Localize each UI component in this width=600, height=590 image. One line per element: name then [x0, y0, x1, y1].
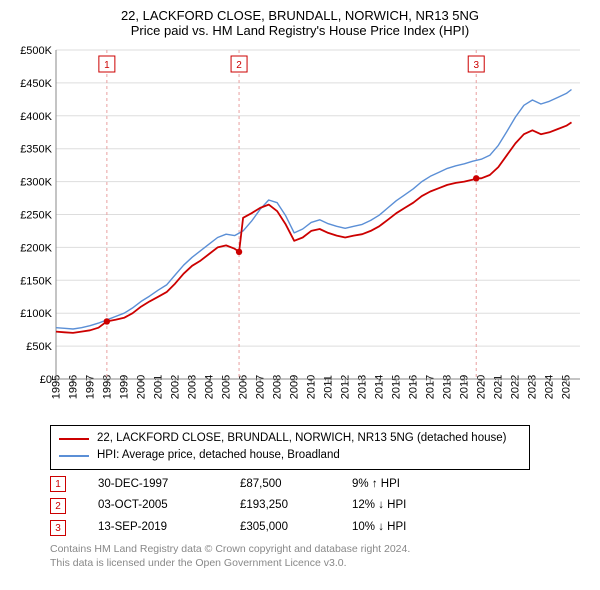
marker-price-1: £87,500: [240, 474, 320, 496]
marker-date-1: 30-DEC-1997: [98, 474, 208, 496]
marker-price-2: £193,250: [240, 495, 320, 517]
svg-text:£450K: £450K: [20, 78, 52, 90]
svg-text:1998: 1998: [101, 375, 113, 399]
attribution-line1: Contains HM Land Registry data © Crown c…: [50, 543, 590, 557]
svg-text:2006: 2006: [237, 375, 249, 399]
svg-text:1999: 1999: [118, 375, 130, 399]
svg-text:2009: 2009: [288, 375, 300, 399]
svg-text:2024: 2024: [544, 375, 556, 399]
title-address: 22, LACKFORD CLOSE, BRUNDALL, NORWICH, N…: [10, 8, 590, 23]
svg-text:2013: 2013: [357, 375, 369, 399]
svg-text:2023: 2023: [527, 375, 539, 399]
legend-row-hpi: HPI: Average price, detached house, Broa…: [59, 447, 521, 464]
svg-text:£50K: £50K: [26, 341, 52, 353]
svg-text:2003: 2003: [186, 375, 198, 399]
svg-text:2002: 2002: [169, 375, 181, 399]
marker-row-1: 1 30-DEC-1997 £87,500 9% ↑ HPI: [50, 474, 590, 496]
marker-badge-3: 3: [50, 520, 66, 536]
marker-date-2: 03-OCT-2005: [98, 495, 208, 517]
svg-text:2004: 2004: [203, 375, 215, 399]
marker-row-3: 3 13-SEP-2019 £305,000 10% ↓ HPI: [50, 517, 590, 539]
legend-label-hpi: HPI: Average price, detached house, Broa…: [97, 447, 340, 464]
svg-text:£500K: £500K: [20, 45, 52, 57]
svg-text:£250K: £250K: [20, 210, 52, 222]
svg-text:2015: 2015: [391, 375, 403, 399]
svg-text:2019: 2019: [459, 375, 471, 399]
title-subtitle: Price paid vs. HM Land Registry's House …: [10, 23, 590, 38]
svg-text:2014: 2014: [374, 375, 386, 399]
marker-pct-2: 12% ↓ HPI: [352, 495, 452, 517]
svg-text:1: 1: [104, 60, 110, 71]
legend-label-price-paid: 22, LACKFORD CLOSE, BRUNDALL, NORWICH, N…: [97, 430, 506, 447]
marker-pct-3: 10% ↓ HPI: [352, 517, 452, 539]
legend: 22, LACKFORD CLOSE, BRUNDALL, NORWICH, N…: [50, 425, 530, 470]
marker-table: 1 30-DEC-1997 £87,500 9% ↑ HPI 2 03-OCT-…: [50, 474, 590, 540]
svg-text:2010: 2010: [305, 375, 317, 399]
marker-price-3: £305,000: [240, 517, 320, 539]
svg-text:2016: 2016: [408, 375, 420, 399]
svg-text:3: 3: [473, 60, 479, 71]
svg-text:2012: 2012: [340, 375, 352, 399]
attribution-line2: This data is licensed under the Open Gov…: [50, 557, 590, 571]
svg-text:2005: 2005: [220, 375, 232, 399]
svg-text:2022: 2022: [510, 375, 522, 399]
legend-row-price-paid: 22, LACKFORD CLOSE, BRUNDALL, NORWICH, N…: [59, 430, 521, 447]
chart-svg: £0£50K£100K£150K£200K£250K£300K£350K£400…: [10, 44, 590, 419]
svg-text:2025: 2025: [561, 375, 573, 399]
marker-date-3: 13-SEP-2019: [98, 517, 208, 539]
marker-badge-1: 1: [50, 476, 66, 492]
svg-text:2017: 2017: [425, 375, 437, 399]
svg-text:2021: 2021: [493, 375, 505, 399]
marker-row-2: 2 03-OCT-2005 £193,250 12% ↓ HPI: [50, 495, 590, 517]
svg-text:2020: 2020: [476, 375, 488, 399]
marker-badge-2: 2: [50, 498, 66, 514]
plot-area: £0£50K£100K£150K£200K£250K£300K£350K£400…: [10, 44, 590, 419]
svg-text:2008: 2008: [271, 375, 283, 399]
legend-swatch-price-paid: [59, 438, 89, 440]
chart-container: 22, LACKFORD CLOSE, BRUNDALL, NORWICH, N…: [0, 0, 600, 576]
marker-pct-1: 9% ↑ HPI: [352, 474, 452, 496]
legend-swatch-hpi: [59, 455, 89, 456]
svg-text:1997: 1997: [84, 375, 96, 399]
svg-text:2018: 2018: [442, 375, 454, 399]
svg-text:£300K: £300K: [20, 177, 52, 189]
svg-text:2: 2: [236, 60, 242, 71]
svg-text:2007: 2007: [254, 375, 266, 399]
svg-text:£400K: £400K: [20, 111, 52, 123]
chart-title: 22, LACKFORD CLOSE, BRUNDALL, NORWICH, N…: [10, 8, 590, 38]
svg-text:2000: 2000: [135, 375, 147, 399]
svg-text:£200K: £200K: [20, 242, 52, 254]
attribution: Contains HM Land Registry data © Crown c…: [50, 543, 590, 570]
svg-text:1996: 1996: [67, 375, 79, 399]
svg-text:2001: 2001: [152, 375, 164, 399]
svg-text:£150K: £150K: [20, 275, 52, 287]
svg-text:£350K: £350K: [20, 144, 52, 156]
svg-text:£100K: £100K: [20, 308, 52, 320]
